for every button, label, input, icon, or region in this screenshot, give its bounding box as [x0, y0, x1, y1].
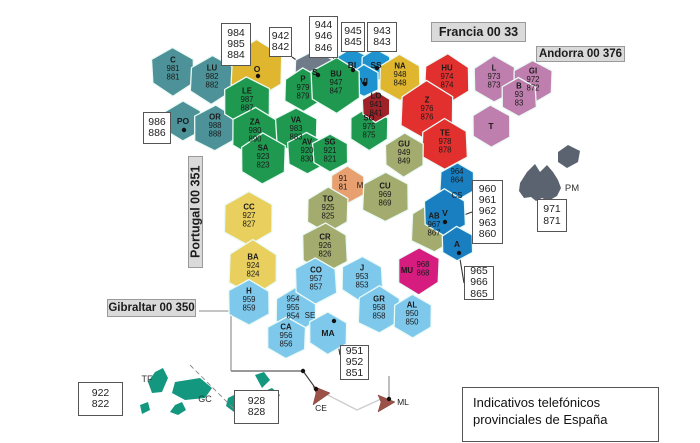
svg-text:V: V	[442, 208, 448, 218]
svg-text:CE: CE	[315, 403, 327, 413]
svg-text:TF: TF	[142, 374, 153, 384]
svg-text:CS: CS	[452, 191, 463, 200]
svg-text:M: M	[357, 181, 364, 190]
svg-text:PM: PM	[565, 183, 579, 194]
svg-text:ML: ML	[397, 397, 409, 407]
svg-text:SE: SE	[305, 311, 315, 320]
svg-text:T: T	[488, 121, 494, 131]
svg-text:A: A	[454, 239, 460, 249]
svg-text:MU: MU	[401, 266, 413, 275]
svg-text:MA: MA	[321, 328, 334, 338]
svg-text:GC: GC	[198, 394, 212, 404]
svg-text:PO: PO	[177, 116, 190, 126]
svg-text:O: O	[254, 64, 261, 74]
